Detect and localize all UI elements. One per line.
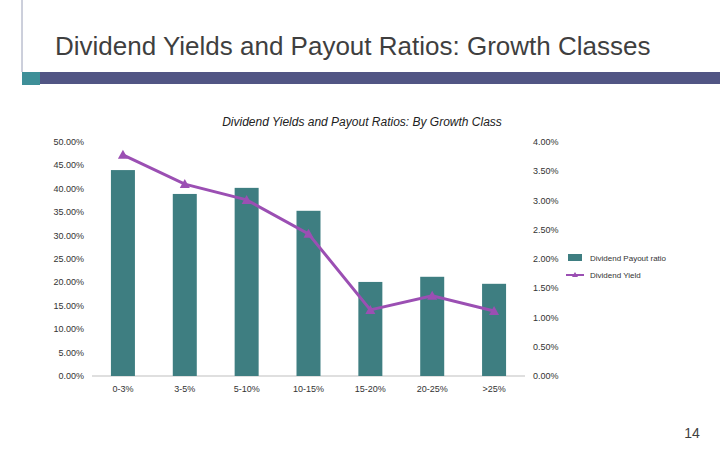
x-tick-label: 15-20% bbox=[355, 384, 386, 394]
bar bbox=[420, 277, 444, 376]
x-tick-label: 0-3% bbox=[112, 384, 133, 394]
header-rule bbox=[22, 0, 23, 72]
y-tick-label: 30.00% bbox=[53, 231, 84, 241]
page-number: 14 bbox=[684, 425, 700, 441]
y-tick-label: 20.00% bbox=[53, 277, 84, 287]
x-tick-label: 3-5% bbox=[174, 384, 195, 394]
x-tick-label: 20-25% bbox=[417, 384, 448, 394]
line bbox=[123, 155, 494, 311]
line-marker bbox=[365, 305, 375, 314]
y2-tick-label: 3.00% bbox=[533, 196, 559, 206]
bar bbox=[111, 170, 135, 376]
line-marker bbox=[180, 179, 190, 188]
bar bbox=[482, 284, 506, 376]
line-marker bbox=[118, 150, 128, 159]
bar bbox=[297, 211, 321, 376]
y2-tick-label: 1.00% bbox=[533, 313, 559, 323]
y-tick-label: 50.00% bbox=[53, 137, 84, 147]
bar bbox=[173, 194, 197, 376]
line-marker bbox=[304, 229, 314, 238]
y-tick-label: 40.00% bbox=[53, 184, 84, 194]
x-tick-label: 10-15% bbox=[293, 384, 324, 394]
x-tick-label: >25% bbox=[482, 384, 505, 394]
background bbox=[0, 0, 720, 450]
y-tick-label: 10.00% bbox=[53, 324, 84, 334]
plot-area bbox=[111, 150, 506, 376]
legend-marker bbox=[572, 272, 578, 277]
y2-tick-label: 2.00% bbox=[533, 254, 559, 264]
slide-title: Dividend Yields and Payout Ratios: Growt… bbox=[55, 31, 650, 61]
header-accent bbox=[22, 72, 40, 85]
y-tick-label: 0.00% bbox=[58, 371, 84, 381]
y-tick-label: 5.00% bbox=[58, 348, 84, 358]
header-band bbox=[40, 72, 720, 84]
y2-tick-label: 4.00% bbox=[533, 137, 559, 147]
legend-label: Dividend Payout ratio bbox=[590, 254, 667, 263]
y2-tick-label: 1.50% bbox=[533, 283, 559, 293]
y2-tick-label: 2.50% bbox=[533, 225, 559, 235]
y-tick-label: 45.00% bbox=[53, 160, 84, 170]
y2-tick-label: 0.50% bbox=[533, 342, 559, 352]
line-marker bbox=[242, 195, 252, 204]
y-tick-label: 15.00% bbox=[53, 301, 84, 311]
slide: Dividend Yields and Payout Ratios: Growt… bbox=[0, 0, 720, 450]
y2-tick-label: 3.50% bbox=[533, 166, 559, 176]
legend-swatch bbox=[568, 254, 582, 261]
x-tick-label: 5-10% bbox=[234, 384, 260, 394]
y2-tick-label: 0.00% bbox=[533, 371, 559, 381]
legend-label: Dividend Yield bbox=[590, 271, 641, 280]
y-tick-label: 25.00% bbox=[53, 254, 84, 264]
chart-title: Dividend Yields and Payout Ratios: By Gr… bbox=[222, 115, 502, 129]
y-tick-label: 35.00% bbox=[53, 207, 84, 217]
bar bbox=[358, 282, 382, 376]
line-marker bbox=[427, 291, 437, 300]
line-marker bbox=[489, 306, 499, 315]
bar bbox=[235, 188, 259, 376]
